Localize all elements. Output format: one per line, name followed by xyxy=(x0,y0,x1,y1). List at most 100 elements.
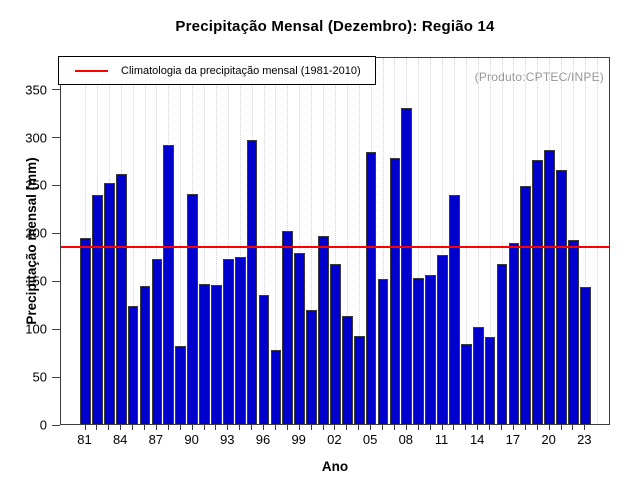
watermark-text: (Produto:CPTEC/INPE) xyxy=(474,70,604,84)
x-tick-mark xyxy=(144,425,145,430)
bar-1982 xyxy=(92,194,103,424)
bar-2003 xyxy=(341,315,353,424)
x-tick-label: 93 xyxy=(220,432,235,447)
vertical-gridline xyxy=(501,58,503,424)
x-tick-mark xyxy=(358,425,360,430)
bar-2004 xyxy=(353,335,365,424)
x-tick-label: 81 xyxy=(77,432,92,447)
x-tick-mark xyxy=(274,425,276,430)
bar-2019 xyxy=(532,160,544,424)
vertical-gridline xyxy=(418,58,420,424)
x-tick-mark xyxy=(417,425,419,430)
bar-1992 xyxy=(211,285,222,424)
x-tick-label: 02 xyxy=(327,432,342,447)
chart-title: Precipitação Mensal (Dezembro): Região 1… xyxy=(175,18,495,35)
bar-2018 xyxy=(520,186,532,424)
bar-2000 xyxy=(306,309,317,424)
vertical-gridline xyxy=(299,58,301,424)
x-tick-mark xyxy=(263,425,264,430)
x-tick-mark xyxy=(572,425,574,430)
vertical-gridline xyxy=(596,58,598,424)
vertical-gridline xyxy=(275,58,277,424)
x-tick-mark xyxy=(370,425,372,430)
x-tick-label: 05 xyxy=(362,432,378,447)
legend-box: Climatologia da precipitação mensal (198… xyxy=(58,56,376,85)
x-tick-mark xyxy=(441,425,443,430)
x-tick-mark xyxy=(429,425,431,430)
vertical-gridline xyxy=(334,58,336,424)
bar-1984 xyxy=(115,173,127,424)
x-tick-mark xyxy=(108,425,110,430)
x-tick-mark xyxy=(405,425,407,430)
x-tick-mark xyxy=(191,425,193,430)
bar-2008 xyxy=(401,107,413,424)
x-tick-label: 08 xyxy=(398,432,414,447)
vertical-gridline xyxy=(477,58,479,424)
bar-1997 xyxy=(270,350,282,424)
y-axis-title: Precipitação mensal (mm) xyxy=(24,157,39,325)
y-tick-mark xyxy=(52,280,60,282)
bar-2016 xyxy=(496,263,508,424)
vertical-gridline xyxy=(358,58,360,424)
y-tick-mark xyxy=(52,184,60,186)
bar-2010 xyxy=(425,275,436,424)
y-tick-label: 250 xyxy=(25,177,47,193)
x-tick-label: 14 xyxy=(469,432,485,447)
bar-2005 xyxy=(365,151,377,424)
bar-1991 xyxy=(199,284,210,424)
x-tick-mark xyxy=(548,425,550,430)
x-tick-mark xyxy=(251,425,253,430)
bar-2006 xyxy=(377,279,389,424)
x-tick-mark xyxy=(132,425,134,430)
vertical-gridline xyxy=(465,58,467,424)
x-tick-mark xyxy=(179,425,181,430)
x-tick-mark xyxy=(489,425,491,430)
x-axis-title: Ano xyxy=(321,459,349,474)
x-tick-label: 23 xyxy=(577,432,592,447)
bar-2017 xyxy=(508,242,520,424)
y-tick-label: 100 xyxy=(25,321,47,337)
bar-1990 xyxy=(187,194,198,424)
vertical-gridline xyxy=(489,58,491,424)
vertical-gridline xyxy=(430,58,432,424)
vertical-gridline xyxy=(513,58,515,424)
bar-1987 xyxy=(151,259,163,424)
bar-2014 xyxy=(472,327,484,424)
vertical-gridline xyxy=(132,58,134,424)
x-tick-mark xyxy=(524,425,526,430)
x-tick-mark xyxy=(215,425,217,430)
plot-area: (Produto:CPTEC/INPE) xyxy=(60,57,610,425)
vertical-gridline xyxy=(204,58,205,424)
x-tick-mark xyxy=(453,425,455,430)
vertical-gridline xyxy=(382,58,384,424)
bar-1985 xyxy=(127,306,139,424)
vertical-gridline xyxy=(156,58,158,424)
legend-line-sample xyxy=(75,69,108,72)
vertical-gridline xyxy=(608,58,609,424)
x-tick-mark xyxy=(560,425,562,430)
x-tick-mark xyxy=(96,425,98,430)
y-tick-label: 350 xyxy=(25,82,47,98)
x-tick-mark xyxy=(334,425,336,430)
bar-1998 xyxy=(282,231,294,424)
bar-1983 xyxy=(103,182,115,424)
x-tick-mark xyxy=(477,425,479,430)
bar-1989 xyxy=(175,346,187,424)
x-tick-mark xyxy=(155,425,157,430)
x-tick-label: 84 xyxy=(112,432,128,447)
bar-2007 xyxy=(389,157,401,424)
y-tick-mark xyxy=(52,89,60,91)
x-tick-mark xyxy=(393,425,395,430)
x-tick-label: 90 xyxy=(184,432,199,447)
bar-2021 xyxy=(556,170,567,424)
bar-2023 xyxy=(579,286,591,424)
bar-1988 xyxy=(163,145,175,424)
x-tick-mark xyxy=(584,425,586,430)
y-tick-label: 150 xyxy=(25,273,47,289)
bar-2015 xyxy=(484,336,496,424)
bar-2022 xyxy=(568,240,579,424)
legend-label: Climatologia da precipitação mensal (198… xyxy=(121,64,361,77)
x-tick-label: 99 xyxy=(291,432,306,447)
bar-2020 xyxy=(544,149,555,424)
